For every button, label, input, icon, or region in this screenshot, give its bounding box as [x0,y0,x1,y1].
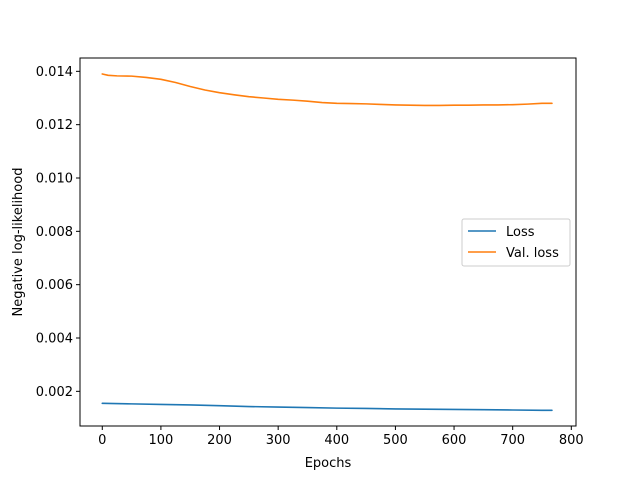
series-line-val-loss [101,73,553,107]
x-tick-label: 200 [207,433,232,448]
x-tick-label: 600 [442,433,467,448]
y-axis-label: Negative log-likelihood [11,168,26,317]
x-tick-label: 300 [266,433,291,448]
y-tick-label: 0.012 [36,118,73,133]
plot-frame [79,57,577,427]
x-tick-label: 500 [383,433,408,448]
x-tick-label: 100 [148,433,173,448]
y-tick-label: 0.010 [36,172,73,187]
series-line-loss [101,402,553,412]
legend-label-loss: Loss [506,225,535,240]
y-tick-label: 0.006 [36,278,73,293]
x-tick-label: 800 [559,433,584,448]
y-tick-label: 0.008 [36,225,73,240]
x-tick-label: 700 [500,433,525,448]
legend-label-val-loss: Val. loss [506,246,559,261]
y-tick-label: 0.004 [36,332,73,347]
x-axis-label: Epochs [305,456,352,471]
y-tick-label: 0.014 [36,65,73,80]
y-tick-label: 0.002 [36,385,73,400]
x-tick-label: 400 [324,433,349,448]
x-tick-label: 0 [98,433,106,448]
